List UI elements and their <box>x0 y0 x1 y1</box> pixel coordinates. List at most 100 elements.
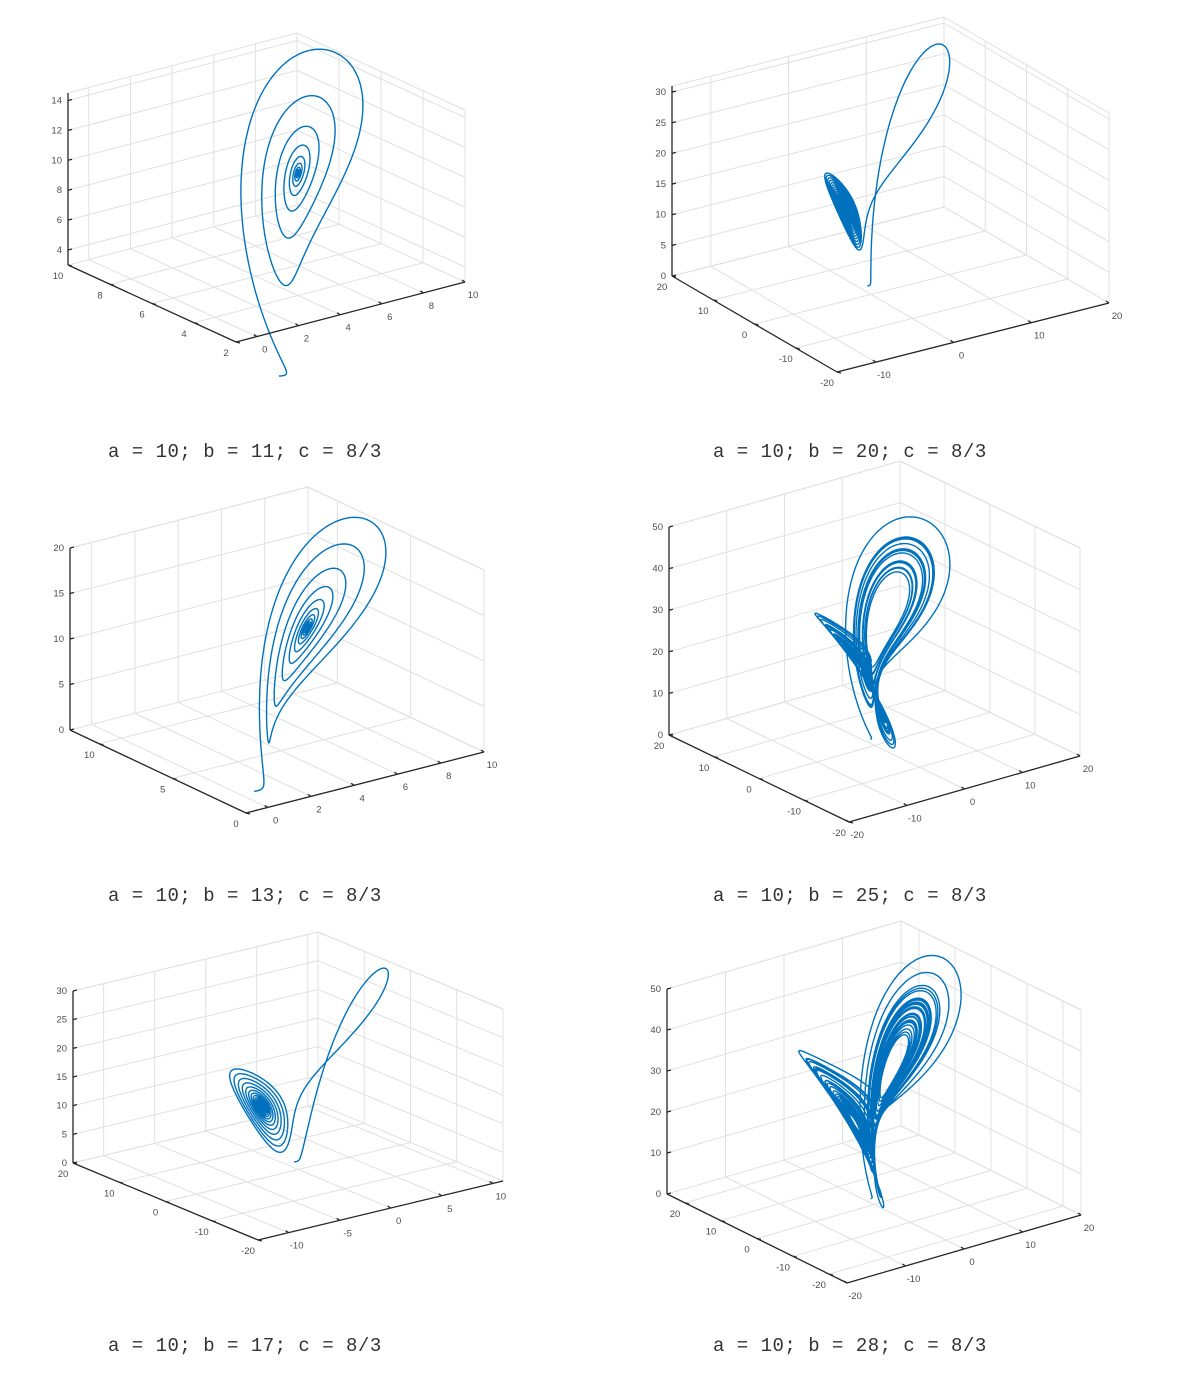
svg-text:20: 20 <box>655 148 666 159</box>
svg-text:10: 10 <box>650 1148 661 1159</box>
axes <box>668 525 1081 824</box>
svg-text:-10: -10 <box>779 354 793 365</box>
caption-panel-1: a = 10; b = 11; c = 8/3 <box>108 441 382 463</box>
svg-text:6: 6 <box>387 312 392 323</box>
caption-panel-2: a = 10; b = 20; c = 8/3 <box>713 441 987 463</box>
svg-text:-10: -10 <box>776 1262 790 1273</box>
svg-text:8: 8 <box>97 290 102 301</box>
trajectory-line <box>228 967 389 1163</box>
svg-text:10: 10 <box>496 1191 507 1202</box>
svg-text:-20: -20 <box>820 378 834 389</box>
svg-text:10: 10 <box>487 760 498 771</box>
svg-text:2: 2 <box>304 334 309 345</box>
plot-panel-5: 0 5 10 15 20 25 30 -20 -10 0 10 20 -10 -5 0 5 10 <box>56 931 506 1257</box>
svg-text:4: 4 <box>360 793 365 804</box>
svg-text:-20: -20 <box>832 828 846 839</box>
svg-text:20: 20 <box>657 282 668 293</box>
svg-text:0: 0 <box>153 1208 158 1219</box>
svg-text:0: 0 <box>656 1189 661 1200</box>
svg-text:5: 5 <box>661 240 666 251</box>
svg-text:15: 15 <box>655 179 666 190</box>
trajectory-line <box>814 516 951 749</box>
svg-text:40: 40 <box>652 564 663 575</box>
svg-text:10: 10 <box>468 290 479 301</box>
tick-labels: 0 5 10 15 20 25 30 -20 -10 0 10 20 -10 -5 0 5 10 <box>56 986 506 1257</box>
tick-labels: 0 5 10 15 20 25 30 -20 -10 0 10 20 -10 0 10 20 <box>655 87 1122 389</box>
svg-text:10: 10 <box>1025 1240 1036 1251</box>
trajectory-line <box>254 516 387 792</box>
svg-text:10: 10 <box>652 688 663 699</box>
plot-panel-6: 0 10 20 30 40 50 -20 -10 0 10 20 -20 -10 0 10 20 <box>650 920 1094 1302</box>
svg-text:30: 30 <box>650 1066 661 1077</box>
svg-text:0: 0 <box>970 797 975 808</box>
tick-labels: 0 10 20 30 40 50 -20 -10 0 10 20 -20 -10 0 10 20 <box>652 522 1093 841</box>
svg-text:0: 0 <box>744 1245 749 1256</box>
svg-text:30: 30 <box>652 605 663 616</box>
caption-panel-4: a = 10; b = 25; c = 8/3 <box>713 885 987 907</box>
plot-panel-1: 4 6 8 10 12 14 2 4 6 8 10 0 2 4 6 8 10 <box>51 32 478 377</box>
svg-text:0: 0 <box>233 819 238 830</box>
svg-text:4: 4 <box>345 323 350 334</box>
svg-text:4: 4 <box>181 329 186 340</box>
axes <box>666 987 1082 1284</box>
svg-text:8: 8 <box>57 185 62 196</box>
svg-text:10: 10 <box>698 306 709 317</box>
svg-text:5: 5 <box>62 1129 67 1140</box>
svg-text:20: 20 <box>53 543 64 554</box>
svg-text:10: 10 <box>53 634 64 645</box>
svg-text:2: 2 <box>316 804 321 815</box>
tick-labels: 0 10 20 30 40 50 -20 -10 0 10 20 -20 -10 0 10 20 <box>650 984 1094 1302</box>
axes <box>671 86 1110 374</box>
svg-text:10: 10 <box>699 763 710 774</box>
svg-text:6: 6 <box>57 215 62 226</box>
svg-text:0: 0 <box>969 1257 974 1268</box>
svg-text:-10: -10 <box>877 370 891 381</box>
svg-text:5: 5 <box>447 1204 452 1215</box>
plot-panel-2: 0 5 10 15 20 25 30 -20 -10 0 10 20 -10 0 10 20 <box>655 16 1122 389</box>
tick-labels: 4 6 8 10 12 14 2 4 6 8 10 0 2 4 6 8 10 <box>51 95 478 359</box>
svg-text:20: 20 <box>654 741 665 752</box>
plot-panel-4: 0 10 20 30 40 50 -20 -10 0 10 20 -20 -10 0 10 20 <box>652 460 1093 841</box>
svg-text:50: 50 <box>652 522 663 533</box>
svg-text:6: 6 <box>403 782 408 793</box>
svg-text:40: 40 <box>650 1025 661 1036</box>
svg-text:4: 4 <box>57 245 62 256</box>
svg-text:20: 20 <box>58 1169 69 1180</box>
svg-text:10: 10 <box>655 210 666 221</box>
svg-text:30: 30 <box>56 986 67 997</box>
svg-text:5: 5 <box>59 680 64 691</box>
svg-text:0: 0 <box>59 725 64 736</box>
trajectory-line <box>798 954 962 1209</box>
svg-text:6: 6 <box>139 310 144 321</box>
axes <box>72 989 504 1242</box>
svg-text:-10: -10 <box>290 1241 304 1252</box>
caption-panel-6: a = 10; b = 28; c = 8/3 <box>713 1335 987 1357</box>
svg-text:2: 2 <box>223 348 228 359</box>
svg-text:20: 20 <box>56 1043 67 1054</box>
svg-text:20: 20 <box>1112 311 1123 322</box>
svg-text:8: 8 <box>429 301 434 312</box>
svg-text:0: 0 <box>396 1216 401 1227</box>
svg-text:20: 20 <box>652 647 663 658</box>
svg-text:10: 10 <box>706 1227 717 1238</box>
plot-panel-3: 0 5 10 15 20 0 5 10 0 2 4 6 8 10 <box>53 486 498 830</box>
svg-text:10: 10 <box>1034 331 1045 342</box>
svg-text:10: 10 <box>1025 781 1036 792</box>
svg-text:-10: -10 <box>907 1274 921 1285</box>
grid-lines <box>69 486 485 814</box>
caption-panel-3: a = 10; b = 13; c = 8/3 <box>108 885 382 907</box>
svg-text:25: 25 <box>655 118 666 129</box>
svg-text:-5: -5 <box>343 1228 351 1239</box>
svg-text:20: 20 <box>1084 1223 1095 1234</box>
svg-text:0: 0 <box>959 350 964 361</box>
svg-text:20: 20 <box>650 1107 661 1118</box>
svg-text:0: 0 <box>262 345 267 356</box>
svg-text:20: 20 <box>670 1209 681 1220</box>
svg-text:25: 25 <box>56 1015 67 1026</box>
svg-text:0: 0 <box>742 330 747 341</box>
svg-text:-20: -20 <box>850 830 864 841</box>
svg-text:-20: -20 <box>812 1280 826 1291</box>
svg-text:0: 0 <box>661 271 666 282</box>
svg-text:-10: -10 <box>908 814 922 825</box>
